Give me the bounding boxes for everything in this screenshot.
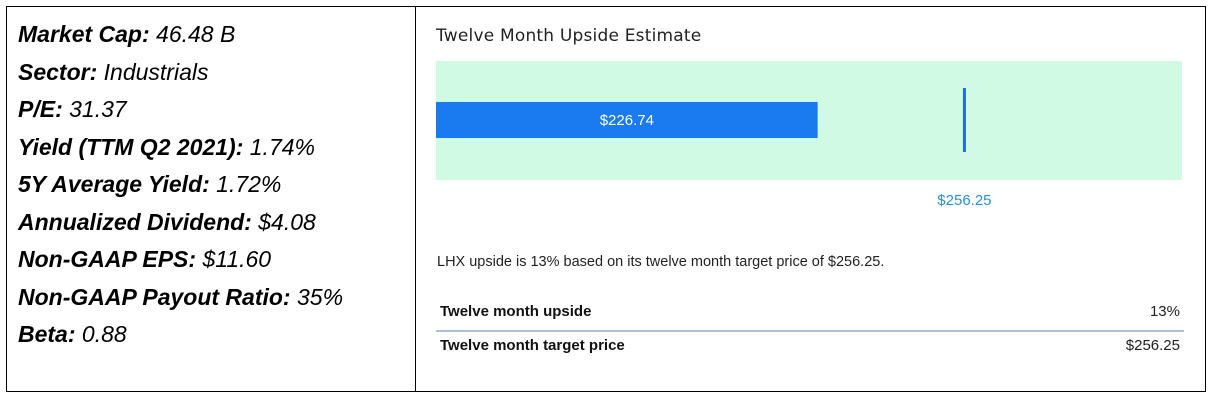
stat-value: 46.48 B: [156, 21, 236, 47]
stat-pe: P/E: 31.37: [18, 91, 343, 129]
stat-5y-yield: 5Y Average Yield: 1.72%: [18, 166, 343, 204]
row-value: 13%: [1149, 303, 1180, 320]
table-row: Twelve month upside 13%: [436, 298, 1184, 330]
stat-annualized-dividend: Annualized Dividend: $4.08: [18, 204, 343, 242]
stat-sector: Sector: Industrials: [18, 54, 343, 92]
stat-value: 1.74%: [249, 133, 315, 160]
target-price-marker: [962, 88, 966, 152]
stat-value: 35%: [296, 283, 344, 310]
stat-label: Non-GAAP Payout Ratio:: [18, 283, 291, 310]
stat-payout-ratio: Non-GAAP Payout Ratio: 35%: [18, 279, 343, 317]
stats-list: Market Cap: 46.48 B Sector: Industrials …: [18, 16, 343, 354]
stat-label: Annualized Dividend:: [18, 208, 252, 235]
table-frame: [6, 6, 1206, 392]
stat-label: P/E:: [18, 96, 63, 122]
stat-value: 0.88: [81, 321, 127, 347]
stat-beta: Beta: 0.88: [18, 316, 343, 354]
table-row: Twelve month target price $256.25: [436, 332, 1184, 364]
stats-cell: [6, 6, 416, 392]
row-label: Twelve month upside: [440, 303, 592, 320]
upside-summary: LHX upside is 13% based on its twelve mo…: [437, 254, 885, 270]
upside-chart: $226.74 $256.25: [436, 61, 1182, 209]
stat-yield-ttm: Yield (TTM Q2 2021): 1.74%: [18, 129, 343, 167]
stat-non-gaap-eps: Non-GAAP EPS: $11.60: [18, 241, 343, 279]
row-label: Twelve month target price: [440, 337, 625, 354]
row-value: $256.25: [1125, 337, 1180, 354]
stat-value: Industrials: [103, 58, 209, 85]
stat-label: 5Y Average Yield:: [18, 171, 210, 197]
stat-label: Beta:: [18, 321, 76, 347]
upside-table: Twelve month upside 13% Twelve month tar…: [436, 298, 1184, 364]
stat-market-cap: Market Cap: 46.48 B: [18, 16, 343, 54]
current-price-bar: [436, 102, 818, 138]
stat-label: Non-GAAP EPS:: [18, 246, 197, 272]
stat-value: $4.08: [258, 208, 316, 235]
stat-value: 31.37: [69, 96, 127, 122]
stat-label: Yield (TTM Q2 2021):: [18, 133, 244, 160]
card-title: Twelve Month Upside Estimate: [436, 26, 702, 46]
current-price-label: $226.74: [600, 112, 654, 129]
row-divider: [436, 330, 1184, 332]
stat-value: $11.60: [202, 246, 272, 272]
stat-label: Sector:: [18, 58, 98, 85]
target-price-label: $256.25: [937, 192, 991, 209]
stat-value: 1.72%: [216, 171, 282, 197]
stat-label: Market Cap:: [18, 21, 150, 47]
